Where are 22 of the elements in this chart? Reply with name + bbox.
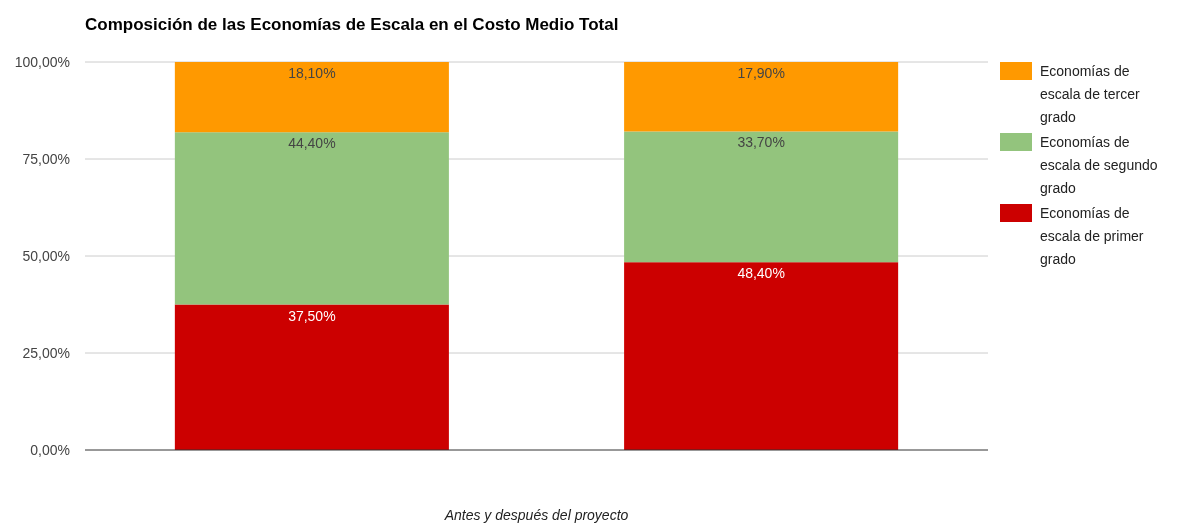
data-label: 17,90% <box>737 65 785 81</box>
bar <box>174 62 449 133</box>
legend-label: Economías de escala de primer grado <box>1040 205 1144 267</box>
legend-label: Economías de escala de tercer grado <box>1040 63 1140 125</box>
y-tick-label: 50,00% <box>22 248 70 264</box>
x-axis-title: Antes y después del proyecto <box>443 507 629 523</box>
data-label: 37,50% <box>288 307 336 324</box>
data-label: 33,70% <box>737 134 785 151</box>
y-tick-label: 100,00% <box>14 54 70 70</box>
bar <box>624 62 899 132</box>
y-tick-label: 25,00% <box>22 345 70 361</box>
data-label: 48,40% <box>737 265 785 282</box>
y-tick-label: 75,00% <box>22 151 70 167</box>
data-label: 44,40% <box>288 135 336 152</box>
chart-title: Composición de las Economías de Escala en el Costo Medio Total <box>85 15 619 34</box>
bar <box>624 131 899 263</box>
y-tick-label: 0,00% <box>30 442 70 458</box>
bar <box>624 262 899 450</box>
bar <box>174 132 449 305</box>
data-label: 18,10% <box>288 65 336 81</box>
bar <box>174 304 449 450</box>
legend-label: Economías de escala de segundo grado <box>1040 134 1158 196</box>
